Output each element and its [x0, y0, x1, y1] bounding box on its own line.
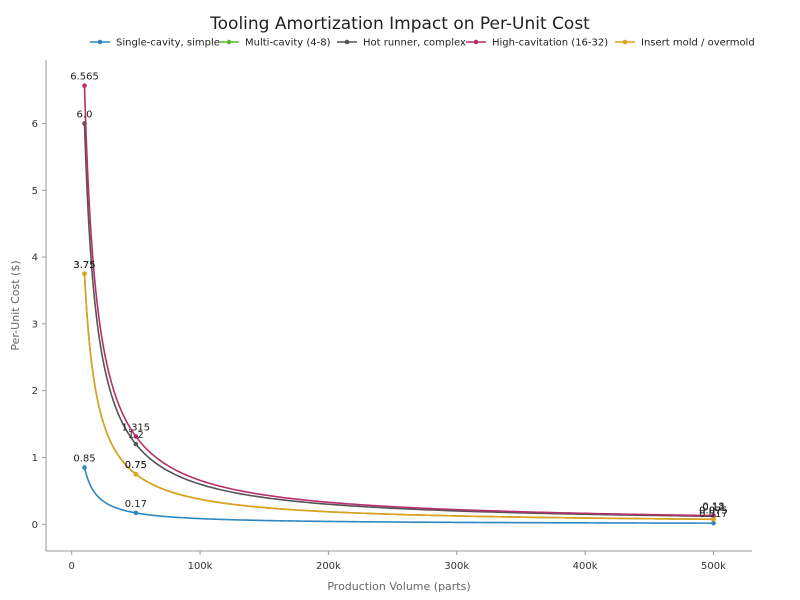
data-label: 0.85 [73, 453, 95, 464]
data-point [711, 520, 716, 526]
data-label: 0.075 [699, 505, 728, 516]
legend-swatch-marker [226, 39, 232, 45]
series-line [83, 273, 714, 521]
data-label: 6.565 [70, 72, 99, 83]
data-label: 3.75 [73, 260, 95, 271]
legend-item-label: Multi-cavity (4-8) [245, 38, 331, 49]
legend-item-label: Single-cavity, simple [116, 38, 220, 49]
data-point [133, 471, 139, 477]
legend-swatch-marker [622, 39, 628, 45]
legend-item-label: Insert mold / overmold [641, 38, 755, 49]
data-label: 0.75 [125, 460, 147, 471]
data-point [82, 83, 87, 89]
chart-title: Tooling Amortization Impact on Per-Unit … [210, 14, 590, 34]
data-point [133, 434, 139, 439]
y-tick-label: 5 [32, 186, 38, 197]
data-point [133, 441, 139, 447]
x-tick-label: 200k [316, 561, 341, 572]
y-tick-label: 0 [32, 520, 38, 531]
series-line [83, 467, 714, 524]
legend-item-label: Hot runner, complex [363, 38, 466, 49]
x-tick-label: 300k [444, 561, 469, 572]
y-tick-label: 2 [32, 386, 38, 397]
y-tick-label: 4 [32, 253, 38, 264]
y-tick-label: 3 [32, 319, 38, 330]
legend-swatch-marker [344, 39, 350, 45]
y-tick-label: 1 [32, 453, 38, 464]
data-point [711, 516, 716, 522]
data-label: 3.75 [73, 260, 95, 271]
x-tick-label: 400k [573, 561, 598, 572]
data-label: 0.017 [699, 509, 728, 520]
x-axis-label: Production Volume (parts) [327, 580, 470, 593]
data-point [82, 465, 87, 470]
data-point [82, 271, 87, 277]
data-label: 1.315 [122, 422, 151, 433]
data-point [711, 513, 716, 518]
data-label: 0.75 [125, 460, 147, 471]
x-tick-label: 100k [188, 561, 213, 572]
data-label: 6.0 [77, 109, 93, 120]
x-tick-label: 0 [68, 561, 74, 572]
legend-item-label: High-cavitation (16-32) [492, 38, 608, 49]
series-line [83, 273, 714, 521]
y-tick-label: 6 [32, 119, 38, 130]
legend-swatch-marker [97, 39, 103, 45]
data-label: 0.12 [702, 502, 724, 513]
y-axis-label: Per-Unit Cost ($) [9, 260, 22, 350]
data-point [133, 510, 139, 516]
data-label: 1.2 [128, 430, 144, 441]
legend-swatch-marker [473, 39, 479, 45]
data-label: 0.075 [699, 505, 728, 516]
data-label: 0.17 [125, 499, 147, 510]
x-tick-label: 500k [701, 561, 726, 572]
series-line [83, 123, 714, 518]
series-line [83, 85, 714, 517]
data-label: 0.13 [702, 502, 724, 513]
